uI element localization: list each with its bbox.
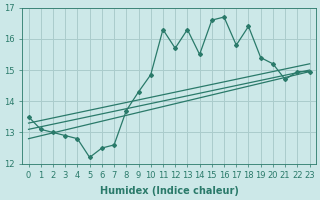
X-axis label: Humidex (Indice chaleur): Humidex (Indice chaleur)	[100, 186, 238, 196]
